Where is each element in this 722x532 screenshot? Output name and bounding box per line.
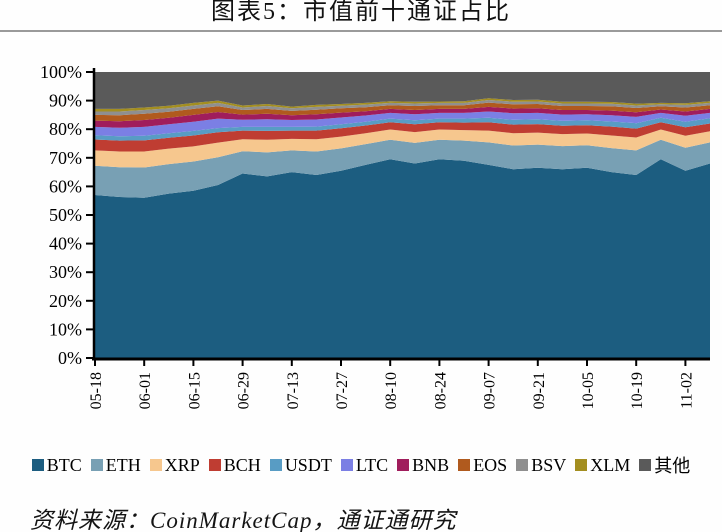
y-axis-label: 100% — [40, 62, 82, 82]
legend-swatch-ETH — [90, 459, 103, 471]
y-axis-label: 70% — [49, 148, 82, 168]
legend-label-ETH: ETH — [105, 454, 141, 475]
legend-swatch-EOS — [458, 459, 471, 471]
x-axis-label: 06-15 — [186, 372, 203, 409]
area-其他 — [95, 72, 710, 109]
legend-swatch-BSV — [516, 459, 529, 471]
legend-label-XLM: XLM — [590, 454, 631, 475]
y-axis-label: 90% — [49, 91, 82, 111]
x-axis-label: 10-05 — [580, 372, 597, 409]
y-axis-label: 60% — [49, 176, 82, 196]
legend-item-LTC: LTC — [340, 454, 389, 476]
area-BTC — [95, 159, 710, 358]
x-axis-label: 05-18 — [88, 372, 105, 409]
chart-legend: BTC ETH XRP BCH USDT LTC BNB EOS BSV XLM 其他 — [0, 452, 722, 478]
y-axis-label: 50% — [49, 205, 82, 225]
y-axis-label: 80% — [49, 119, 82, 139]
title-divider — [0, 30, 722, 32]
legend-item-ETH: ETH — [90, 454, 141, 476]
x-axis-label: 09-21 — [531, 372, 548, 409]
legend-item-其他: 其他 — [639, 452, 690, 478]
legend-swatch-USDT — [269, 459, 282, 471]
x-axis-label: 10-19 — [629, 372, 646, 409]
legend-label-BNB: BNB — [412, 454, 450, 475]
x-axis-label: 07-27 — [334, 372, 351, 409]
source-note: 资料来源：CoinMarketCap，通证通研究 — [30, 508, 457, 532]
legend-swatch-BTC — [31, 459, 44, 471]
legend-item-BCH: BCH — [208, 454, 261, 476]
legend-label-XRP: XRP — [164, 454, 200, 475]
legend-label-其他: 其他 — [654, 456, 691, 476]
y-axis-label: 30% — [49, 262, 82, 282]
legend-label-LTC: LTC — [355, 454, 389, 475]
y-axis-label: 0% — [58, 348, 82, 368]
x-axis-label: 11-02 — [678, 372, 695, 409]
legend-label-BSV: BSV — [531, 454, 567, 475]
legend-label-USDT: USDT — [284, 454, 332, 475]
y-axis-label: 10% — [49, 319, 82, 339]
legend-item-XLM: XLM — [575, 455, 630, 476]
area-BNB — [95, 106, 710, 128]
area-XRP — [95, 129, 710, 168]
x-axis-label: 08-10 — [383, 372, 400, 409]
legend-item-USDT: USDT — [269, 454, 332, 476]
x-axis-label: 07-13 — [285, 372, 302, 409]
area-ETH — [95, 139, 710, 198]
area-LTC — [95, 111, 710, 137]
legend-item-EOS: EOS — [458, 455, 507, 476]
legend-swatch-XRP — [149, 459, 162, 471]
x-axis-label: 08-24 — [432, 372, 449, 409]
y-axis-label: 40% — [49, 234, 82, 254]
y-axis-label: 20% — [49, 291, 82, 311]
x-axis-label: 06-01 — [137, 372, 154, 409]
legend-label-BCH: BCH — [223, 454, 261, 475]
legend-swatch-其他 — [639, 459, 652, 471]
legend-label-EOS: EOS — [473, 454, 508, 475]
x-axis-label: 06-29 — [236, 372, 253, 409]
legend-item-BSV: BSV — [516, 455, 566, 476]
x-axis-label: 09-07 — [482, 372, 499, 409]
stacked-area-chart: 100% 90% 80% 70% 60% 50% 40% 30% 20% 10% 0% 05-18 06… — [40, 62, 710, 409]
legend-label-BTC: BTC — [46, 454, 82, 475]
area-XLM — [95, 98, 710, 112]
area-USDT — [95, 117, 710, 141]
legend-swatch-BNB — [397, 459, 410, 471]
legend-item-XRP: XRP — [149, 454, 200, 476]
legend-swatch-XLM — [575, 459, 588, 471]
legend-item-BTC: BTC — [31, 454, 82, 476]
area-BCH — [95, 122, 710, 152]
legend-swatch-LTC — [340, 459, 353, 471]
legend-item-BNB: BNB — [397, 455, 449, 476]
area-BSV — [95, 100, 710, 116]
area-EOS — [95, 102, 710, 122]
legend-swatch-BCH — [208, 459, 221, 471]
figure-title: 图表5：市值前十通证占比 — [211, 0, 511, 25]
